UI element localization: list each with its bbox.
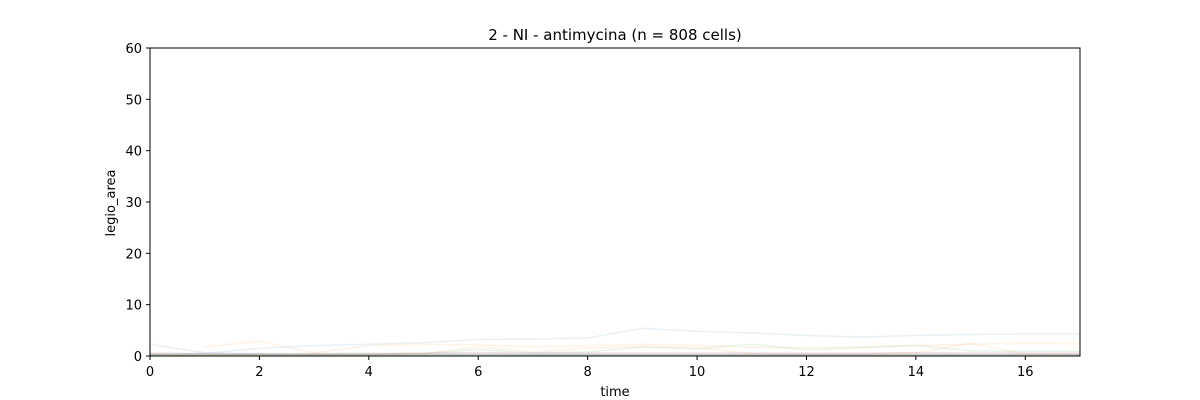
x-tick-label: 14 bbox=[908, 365, 925, 380]
y-tick-label: 60 bbox=[125, 42, 142, 57]
x-tick-label: 6 bbox=[474, 365, 482, 380]
x-tick-label: 4 bbox=[365, 365, 373, 380]
y-tick-label: 40 bbox=[125, 145, 142, 160]
chart-title: 2 - NI - antimycina (n = 808 cells) bbox=[488, 26, 742, 44]
series-line-5 bbox=[150, 353, 1080, 356]
y-tick-label: 0 bbox=[134, 350, 142, 365]
y-axis-label: legio_area bbox=[104, 170, 119, 237]
x-tick-label: 2 bbox=[255, 365, 263, 380]
series-line-2 bbox=[204, 340, 1081, 354]
x-tick-label: 12 bbox=[798, 365, 815, 380]
plot-frame bbox=[149, 47, 1081, 357]
series-layer bbox=[149, 327, 1081, 357]
series-line-7 bbox=[149, 351, 1080, 355]
series-line-4 bbox=[149, 343, 1080, 356]
y-tick-label: 10 bbox=[125, 299, 142, 314]
y-tick-label: 20 bbox=[125, 247, 142, 262]
x-axis-label: time bbox=[600, 385, 629, 400]
y-tick-label: 30 bbox=[125, 196, 142, 211]
x-tick-label: 16 bbox=[1017, 365, 1034, 380]
series-line-6 bbox=[149, 352, 1080, 355]
series-line-1 bbox=[149, 343, 1080, 356]
x-tick-label: 0 bbox=[146, 365, 154, 380]
y-tick-label: 50 bbox=[125, 93, 142, 108]
x-tick-label: 8 bbox=[584, 365, 592, 380]
series-line-3 bbox=[149, 342, 1081, 356]
series-line-0 bbox=[149, 327, 1080, 356]
series-line-11 bbox=[150, 353, 1080, 356]
x-tick-label: 10 bbox=[689, 365, 706, 380]
ticks-layer: 0 2 4 6 8 10 12 14 16 0 10 20 30 40 50 60 bbox=[125, 42, 1033, 380]
